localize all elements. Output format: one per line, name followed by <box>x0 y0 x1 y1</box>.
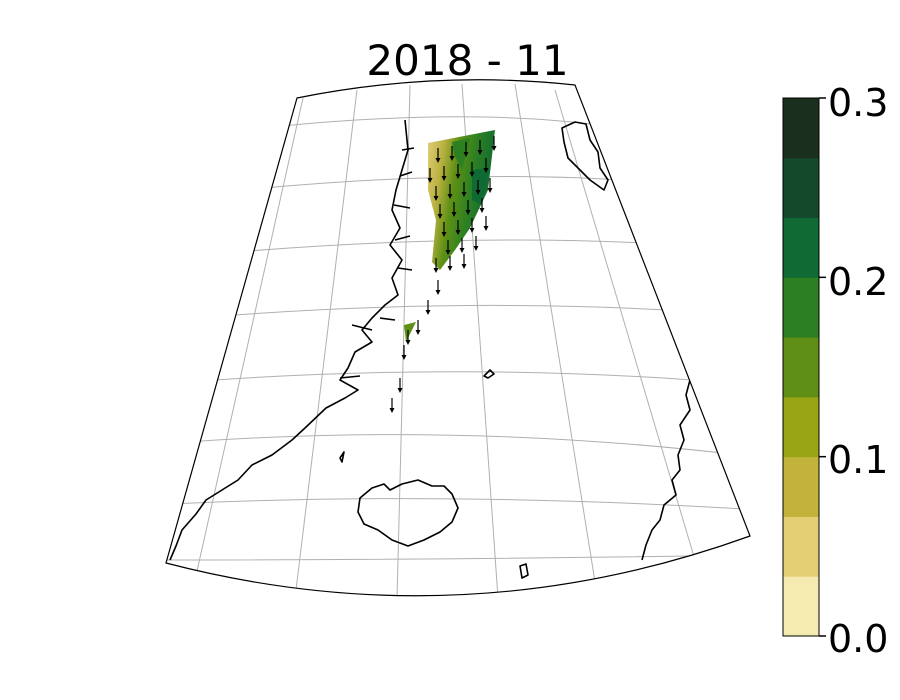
colorbar-tick-label: 0.3 <box>828 81 889 125</box>
vector-arrow-head <box>477 150 483 155</box>
vector-arrow-head <box>465 210 471 215</box>
vector-arrow-head <box>427 178 433 183</box>
velocity-arrows <box>389 136 497 413</box>
vector-arrow-head <box>475 190 481 195</box>
vector-arrow-head <box>441 176 447 181</box>
colorbar-segment <box>783 337 819 398</box>
map-frame <box>166 79 750 596</box>
vector-arrow-head <box>455 230 461 235</box>
vector-arrow-head <box>405 340 411 345</box>
vector-arrow-head <box>449 156 455 161</box>
vector-arrow-head <box>463 152 469 157</box>
colorbar-segment <box>783 157 819 219</box>
colorbar-segment <box>783 217 819 278</box>
colorbar-tick-label: 0.0 <box>828 617 889 661</box>
vector-arrow-head <box>483 168 489 173</box>
vector-arrow-head <box>397 388 403 393</box>
colorbar-tick-label: 0.2 <box>828 260 889 304</box>
vector-arrow-head <box>451 212 457 217</box>
graticule <box>166 83 750 596</box>
vector-arrow-head <box>447 266 453 271</box>
colorbar-segment <box>783 396 819 458</box>
vector-arrow-head <box>461 192 467 197</box>
vector-arrow-head <box>447 194 453 199</box>
vector-arrow-head <box>425 310 431 315</box>
vector-arrow-head <box>437 214 443 219</box>
vector-arrow-head <box>415 330 421 335</box>
vector-arrow-head <box>473 246 479 251</box>
map-frame-outline <box>165 79 751 597</box>
colorbar-segment <box>783 277 819 338</box>
colorbar-segment <box>783 576 819 637</box>
vector-arrow-head <box>433 196 439 201</box>
vector-arrow-head <box>469 172 475 177</box>
map-title: 2018 - 11 <box>366 36 569 85</box>
coastlines <box>169 119 701 579</box>
colorbar-segment <box>783 456 819 517</box>
vector-arrow-head <box>487 188 493 193</box>
vector-arrow-head <box>435 290 441 295</box>
vector-arrow-head <box>401 355 407 360</box>
colorbar <box>782 97 826 637</box>
vector-arrow-head <box>469 228 475 233</box>
vector-arrow-head <box>459 248 465 253</box>
vector-arrow-head <box>433 268 439 273</box>
vector-arrow-head <box>445 250 451 255</box>
vector-arrow-head <box>455 174 461 179</box>
vector-arrow-head <box>479 208 485 213</box>
vector-arrow-head <box>441 232 447 237</box>
vector-arrow-head <box>389 408 395 413</box>
colorbar-outline <box>782 97 820 637</box>
colorbar-segment <box>783 98 819 159</box>
colorbar-tick-label: 0.1 <box>828 438 889 482</box>
vector-arrow-head <box>491 146 497 151</box>
iceland-coast <box>357 479 459 547</box>
vector-arrow-head <box>461 264 467 269</box>
vector-arrow-head <box>483 226 489 231</box>
colorbar-segment <box>783 516 819 577</box>
vector-arrow-head <box>435 158 441 163</box>
